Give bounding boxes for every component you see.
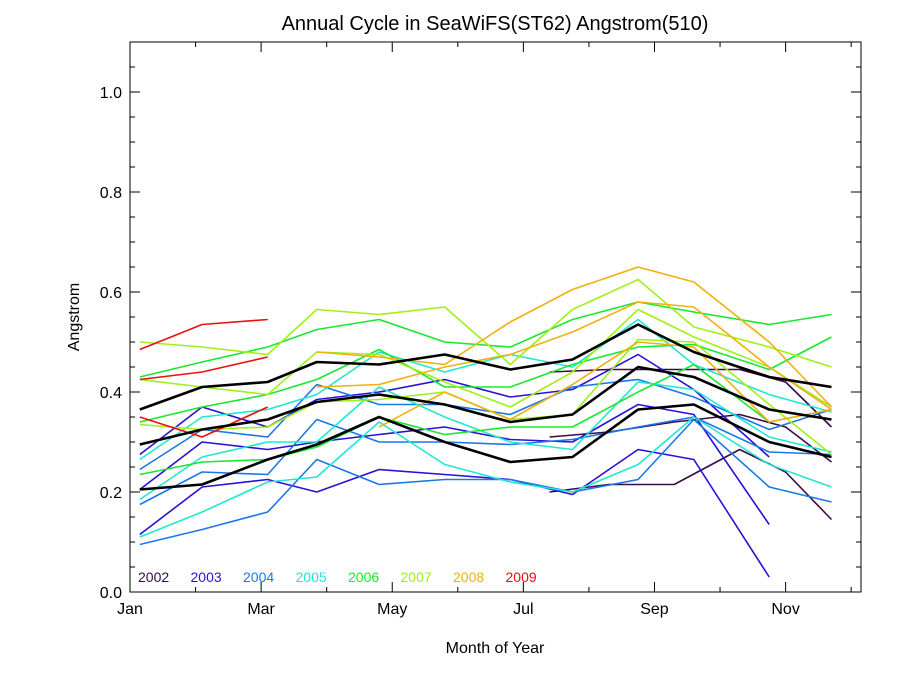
series-line-4 [139, 448, 770, 578]
legend-item-2005: 2005 [296, 569, 327, 585]
y-axis: 0.0 0.2 0.4 0.6 0.8 1.0 [100, 41, 861, 602]
series-line-25 [139, 403, 832, 491]
legend: 2002 2003 2004 2005 2006 2007 2008 2009 [138, 569, 537, 585]
series-line-27 [139, 323, 832, 411]
series-line-6 [139, 353, 770, 458]
x-tick-label: Jan [117, 601, 143, 618]
series-line-10 [139, 416, 832, 538]
y-tick-label: 0.8 [100, 185, 122, 202]
series-line-17 [139, 308, 832, 408]
legend-item-2006: 2006 [348, 569, 379, 585]
legend-item-2008: 2008 [453, 569, 484, 585]
plot-frame [129, 41, 862, 593]
y-tick-label: 0.6 [100, 285, 122, 302]
series-line-24 [139, 318, 268, 351]
series-line-15 [139, 301, 832, 378]
y-tick-label: 1.0 [100, 85, 122, 102]
legend-item-2004: 2004 [243, 569, 274, 585]
series-line-23 [139, 356, 268, 381]
legend-item-2003: 2003 [191, 569, 222, 585]
y-tick-label: 0.2 [100, 485, 122, 502]
series-layer [139, 266, 833, 578]
x-tick-label: Mar [247, 601, 275, 618]
legend-item-2007: 2007 [401, 569, 432, 585]
legend-item-2002: 2002 [138, 569, 169, 585]
series-line-2 [549, 413, 832, 463]
series-line-9 [139, 378, 832, 471]
series-line-19 [378, 341, 832, 428]
x-tick-label: Jul [513, 601, 533, 618]
y-tick-label: 0.0 [100, 585, 122, 602]
series-line-26 [139, 365, 832, 446]
series-line-11 [139, 381, 832, 501]
series-line-18 [139, 278, 832, 368]
series-line-20 [316, 301, 832, 411]
x-axis-label: Month of Year [446, 640, 545, 657]
y-tick-label: 0.4 [100, 385, 122, 402]
y-axis-label: Angstrom [66, 283, 83, 351]
x-axis: Jan Mar May Jul Sep Nov [117, 42, 852, 618]
series-line-1 [549, 448, 833, 521]
x-tick-label: Sep [640, 601, 669, 618]
series-line-13 [139, 363, 832, 476]
series-line-8 [139, 416, 832, 506]
series-line-14 [139, 336, 832, 423]
series-line-7 [139, 418, 832, 546]
x-tick-label: Nov [771, 601, 799, 618]
series-line-21 [316, 266, 833, 408]
x-tick-label: May [377, 601, 407, 618]
chart-title: Annual Cycle in SeaWiFS(ST62) Angstrom(5… [282, 13, 709, 35]
legend-item-2009: 2009 [506, 569, 537, 585]
series-line-22 [139, 406, 269, 438]
